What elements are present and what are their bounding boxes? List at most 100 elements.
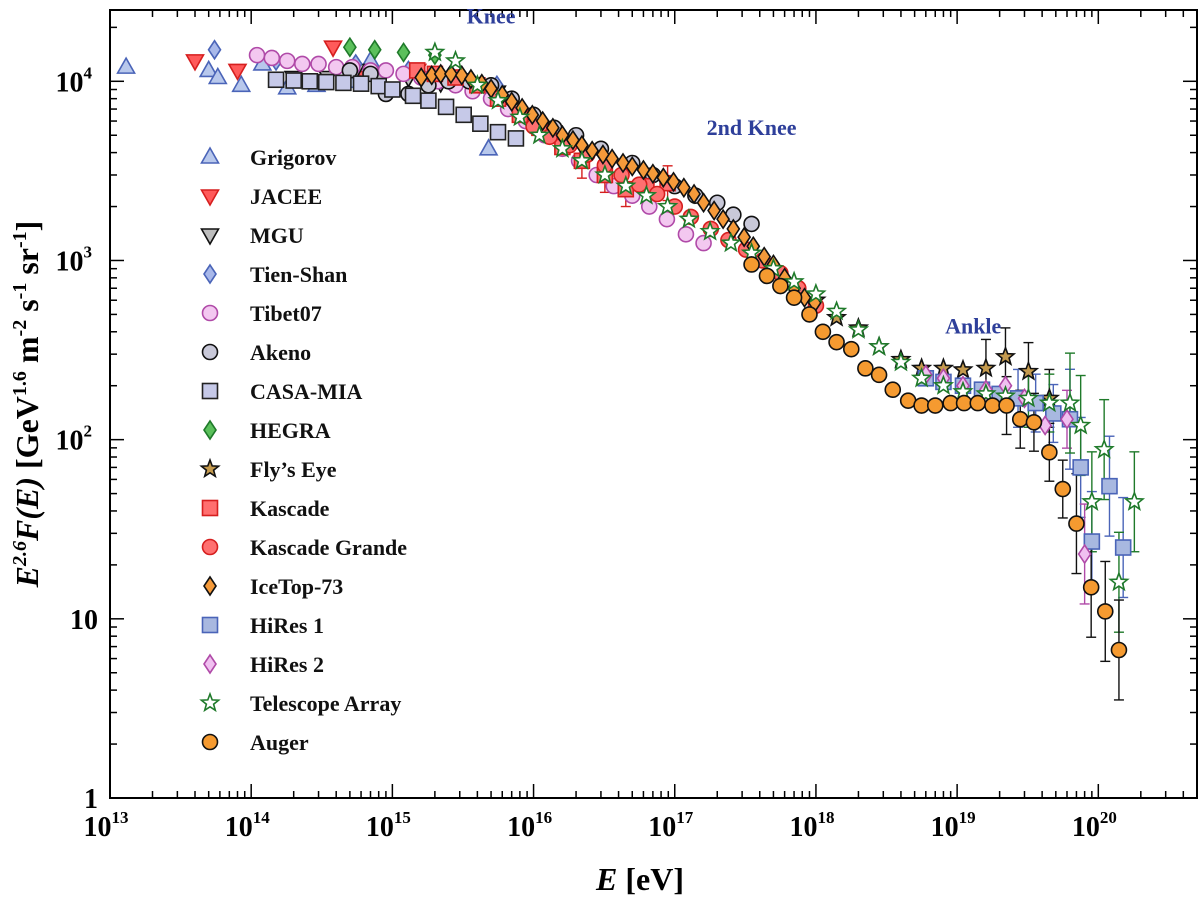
data-point-auger	[913, 397, 930, 414]
data-point-casa-mia	[489, 123, 507, 141]
data-point-icetop-73	[666, 171, 681, 193]
data-point-fly-s-eye	[994, 345, 1017, 366]
x-tick-label: 1020	[1072, 808, 1117, 843]
data-point-tibet07	[278, 52, 296, 70]
data-point-auger	[828, 333, 845, 351]
y-tick-base: 10	[56, 67, 84, 98]
data-point-telescope-array	[805, 282, 827, 304]
x-tick-base: 10	[225, 812, 253, 843]
data-point-telescope-array	[825, 300, 848, 321]
data-point-auger	[969, 394, 987, 412]
series-casa-mia	[267, 71, 525, 147]
data-point-casa-mia	[285, 72, 302, 89]
data-point-tibet07	[377, 62, 395, 79]
x-tick-exp: 15	[394, 808, 411, 827]
data-point-telescope-array	[571, 149, 593, 170]
x-tick-exp: 18	[817, 808, 834, 827]
legend-label: CASA-MIA	[250, 379, 363, 404]
data-point-auger	[955, 394, 973, 412]
data-markers	[116, 36, 1146, 659]
legend-label: Kascade	[250, 496, 330, 521]
data-point-tibet07	[263, 49, 281, 67]
y-axis-s: s	[9, 299, 45, 319]
legend-label: HiRes 1	[250, 613, 324, 638]
x-tick-exp: 20	[1100, 808, 1117, 827]
data-point-hegra	[367, 39, 382, 61]
data-point-icetop-73	[687, 183, 702, 205]
data-point-icetop-73	[656, 167, 671, 189]
data-point-icetop-73	[444, 63, 458, 85]
data-point-telescope-array	[635, 184, 658, 205]
data-point-casa-mia	[472, 115, 489, 132]
data-point-telescope-array	[783, 270, 805, 291]
data-point-telescope-array	[699, 220, 721, 241]
data-point-icetop-73	[716, 208, 731, 230]
data-point-telescope-array	[509, 106, 531, 127]
x-axis-title: E [eV]	[595, 861, 684, 897]
y-axis-title: E2.6F(E) [GeV1.6 m-2 s-1 sr-1]	[9, 221, 45, 589]
legend-label: Kascade Grande	[250, 535, 407, 560]
data-point-auger	[801, 306, 818, 323]
legend-marker-kascade	[201, 499, 219, 517]
data-point-auger	[814, 323, 832, 341]
data-point-icetop-73	[616, 152, 630, 174]
data-point-icetop-73	[636, 159, 651, 181]
legend-marker-icetop-73	[203, 575, 217, 597]
data-point-casa-mia	[317, 73, 335, 91]
data-point-telescope-array	[847, 318, 870, 339]
data-point-telescope-array	[1108, 571, 1130, 592]
data-point-icetop-73	[645, 163, 660, 185]
x-tick-base: 10	[1072, 812, 1100, 843]
legend-label: HiRes 2	[250, 652, 324, 677]
data-point-telescope-array	[594, 163, 616, 185]
data-point-icetop-73	[696, 192, 711, 214]
legend-marker-akeno	[201, 343, 219, 361]
x-tick-base: 10	[366, 812, 394, 843]
data-point-auger	[842, 340, 860, 358]
data-point-auger	[870, 366, 888, 384]
data-point-tibet07	[248, 46, 266, 64]
data-point-auger	[1082, 578, 1100, 596]
data-point-grigorov	[116, 56, 136, 74]
data-point-tibet07	[395, 65, 412, 83]
data-point-telescope-array	[1081, 490, 1103, 511]
data-point-tibet07	[695, 234, 712, 252]
data-point-telescope-array	[444, 49, 467, 71]
legend-label: IceTop-73	[250, 574, 343, 599]
data-point-grigorov	[207, 66, 228, 85]
legend-marker-hires-1	[201, 616, 219, 634]
data-point-casa-mia	[507, 130, 525, 147]
legend-label: Tien-Shan	[250, 262, 347, 287]
data-point-tibet07	[310, 55, 327, 73]
data-point-auger	[772, 277, 789, 295]
data-point-telescope-array	[678, 207, 700, 229]
data-point-telescope-array	[910, 367, 933, 388]
x-tick-label: 1015	[366, 808, 411, 843]
data-point-akeno	[743, 215, 760, 233]
x-tick-exp: 14	[253, 808, 271, 827]
data-point-auger	[1054, 480, 1072, 498]
data-point-hires-1	[1101, 477, 1118, 495]
x-tick-label: 1013	[84, 808, 129, 843]
data-point-casa-mia	[352, 75, 370, 92]
data-point-icetop-73	[414, 67, 429, 88]
data-point-auger	[785, 289, 803, 306]
data-point-grigorov	[231, 74, 252, 93]
data-point-auger	[884, 381, 902, 399]
data-point-telescope-array	[466, 74, 489, 95]
legend-marker-hires-2	[203, 653, 217, 675]
y-tick-label: 103	[56, 242, 93, 277]
y-axis-gev-sup: 1.6	[9, 371, 31, 396]
data-point-casa-mia	[420, 92, 437, 109]
data-point-telescope-array	[656, 195, 679, 216]
y-axis-m-sup: -2	[9, 320, 31, 337]
y-axis-close: ]	[9, 221, 45, 232]
plot-frame	[109, 9, 1198, 799]
data-point-telescope-array	[1093, 438, 1115, 459]
data-point-auger	[743, 256, 760, 273]
x-tick-exp: 16	[535, 808, 552, 827]
data-point-auger	[1011, 410, 1029, 428]
data-point-hires-1	[1072, 459, 1089, 476]
x-tick-exp: 17	[676, 808, 694, 827]
data-point-icetop-73	[625, 155, 640, 177]
